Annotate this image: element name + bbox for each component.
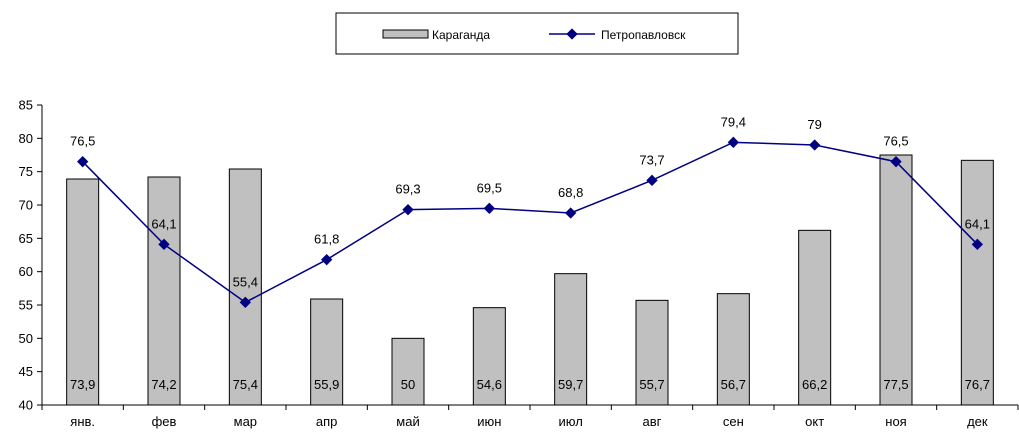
line-data-label: 79 — [807, 117, 821, 132]
y-tick-label: 60 — [19, 264, 33, 279]
bar-data-label: 50 — [401, 377, 415, 392]
bar-data-label: 66,2 — [802, 377, 827, 392]
x-tick-label: май — [396, 414, 419, 429]
bar — [66, 178, 100, 406]
bar-data-label: 55,7 — [639, 377, 664, 392]
x-tick-label: июл — [559, 414, 583, 429]
bar — [228, 168, 262, 406]
line-data-label: 68,8 — [558, 185, 583, 200]
bar-data-label: 74,2 — [151, 377, 176, 392]
bar-series-karaganda: 73,9 74,2 75,4 55,9 50 54,6 59,7 55,7 56,7 66,2 77… — [66, 154, 994, 406]
bar-data-label: 73,9 — [70, 377, 95, 392]
line-marker — [890, 156, 902, 168]
x-tick-label: янв. — [70, 414, 95, 429]
y-tick-label: 40 — [19, 398, 33, 413]
line-data-label: 73,7 — [639, 152, 664, 167]
y-tick-label: 45 — [19, 364, 33, 379]
bar — [960, 159, 994, 406]
line-marker — [971, 238, 983, 250]
x-tick-label: апр — [316, 414, 338, 429]
bar — [879, 154, 913, 406]
bar-data-label: 55,9 — [314, 377, 339, 392]
line-data-label: 79,4 — [721, 114, 746, 129]
bar — [391, 337, 425, 406]
bar-data-label: 76,7 — [965, 377, 990, 392]
bar — [472, 307, 506, 406]
x-tick-label: дек — [967, 414, 988, 429]
bar-data-label: 56,7 — [721, 377, 746, 392]
x-tick-label: июн — [477, 414, 501, 429]
line-marker — [402, 204, 414, 216]
y-tick-label: 55 — [19, 298, 33, 313]
line-marker — [565, 207, 577, 219]
y-tick-label: 80 — [19, 131, 33, 146]
line-marker — [646, 174, 658, 186]
x-tick-label: авг — [643, 414, 662, 429]
bar — [716, 293, 750, 406]
bar-data-label: 75,4 — [233, 377, 258, 392]
bar — [310, 298, 344, 406]
y-tick-label: 75 — [19, 164, 33, 179]
x-tick-label: ноя — [885, 414, 906, 429]
bar-data-label: 77,5 — [883, 377, 908, 392]
line-marker — [483, 202, 495, 214]
bar — [147, 176, 181, 406]
line-series-petropavlovsk: 76,5 64,1 55,4 61,8 69,3 69,5 68,8 73,7 79,4 79 76… — [70, 114, 990, 308]
bar — [635, 299, 669, 406]
x-tick-label: окт — [805, 414, 824, 429]
line-marker — [321, 254, 333, 266]
line-data-label: 64,1 — [965, 216, 990, 231]
x-tick-label: фев — [152, 414, 177, 429]
line-marker — [727, 136, 739, 148]
legend-label-petropavlovsk: Петропавловск — [601, 28, 686, 42]
y-axis: 40 45 50 55 60 65 70 75 80 85 — [19, 98, 43, 413]
line-data-label: 76,5 — [70, 134, 95, 149]
legend-swatch-karaganda — [382, 29, 429, 39]
line-data-label: 69,5 — [477, 180, 502, 195]
y-tick-label: 50 — [19, 331, 33, 346]
line-marker — [239, 296, 251, 308]
line-data-label: 61,8 — [314, 232, 339, 247]
bar-data-label: 54,6 — [477, 377, 502, 392]
x-tick-label: сен — [723, 414, 744, 429]
x-axis: янв. фев мар апр май июн июл авг сен окт ноя дек — [41, 404, 1019, 429]
bar — [798, 229, 832, 406]
bar-data-label: 59,7 — [558, 377, 583, 392]
line-data-label: 55,4 — [233, 274, 258, 289]
series-line — [82, 141, 978, 304]
line-marker — [809, 139, 821, 151]
y-tick-label: 70 — [19, 198, 33, 213]
bar — [554, 273, 588, 406]
line-data-label: 76,5 — [883, 134, 908, 149]
legend-label-karaganda: Караганда — [432, 28, 490, 42]
x-tick-label: мар — [234, 414, 257, 429]
y-tick-label: 65 — [19, 231, 33, 246]
legend: Караганда Петропавловск — [335, 12, 739, 55]
y-tick-label: 85 — [19, 98, 33, 113]
line-data-label: 64,1 — [151, 216, 176, 231]
line-marker — [158, 238, 170, 250]
line-data-label: 69,3 — [395, 182, 420, 197]
